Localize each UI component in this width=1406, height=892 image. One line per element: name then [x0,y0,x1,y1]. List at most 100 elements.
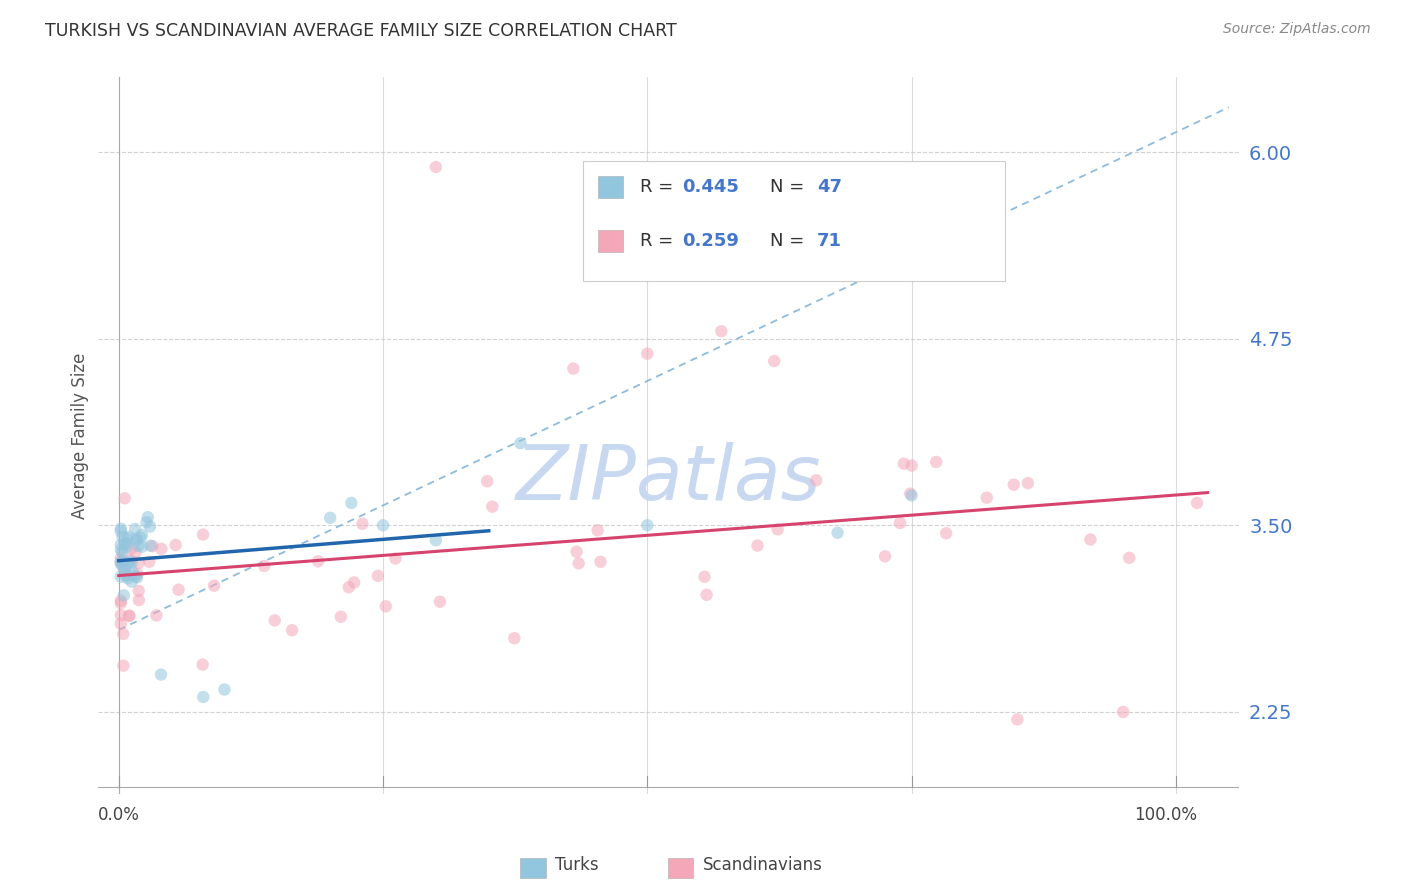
Scandinavians [167,582,190,597]
Scandinavians [118,608,141,623]
Scandinavians [110,551,132,566]
Scandinavians [384,551,406,566]
Scandinavians [568,557,591,571]
Turks [124,569,146,583]
Turks [127,539,149,553]
Scandinavians [1007,712,1029,726]
Y-axis label: Average Family Size: Average Family Size [72,352,89,519]
Turks [135,516,157,530]
Scandinavians [127,566,149,581]
Turks [139,519,162,533]
Scandinavians [352,516,374,531]
Turks [319,511,342,525]
Text: Turks: Turks [555,856,599,874]
Scandinavians [110,593,132,607]
Scandinavians [114,491,136,506]
Turks [125,532,148,546]
Turks [118,555,141,569]
Text: 0.445: 0.445 [682,178,738,196]
Scandinavians [263,613,285,627]
Scandinavians [696,588,718,602]
Scandinavians [118,608,141,623]
Turks [125,533,148,548]
Turks [900,488,922,502]
Turks [117,557,139,571]
Text: 100.0%: 100.0% [1135,806,1197,824]
Scandinavians [191,657,214,672]
Turks [636,518,658,533]
Turks [214,682,236,697]
Scandinavians [128,583,150,598]
Turks [110,555,132,569]
Turks [115,532,138,546]
Scandinavians [110,555,132,569]
Text: 0.259: 0.259 [682,232,738,250]
Scandinavians [898,486,921,500]
Turks [121,574,143,589]
Scandinavians [481,500,503,514]
Scandinavians [128,556,150,570]
Scandinavians [337,580,360,594]
Turks [121,565,143,579]
Turks [110,524,132,539]
Text: N =: N = [770,232,810,250]
Scandinavians [374,599,396,614]
Scandinavians [112,658,135,673]
Scandinavians [120,553,142,567]
Scandinavians [636,346,658,360]
Scandinavians [1112,705,1135,719]
Text: R =: R = [640,232,679,250]
Turks [425,533,447,548]
Turks [340,496,363,510]
Turks [111,530,134,544]
Scandinavians [889,516,911,530]
Turks [110,542,132,557]
Turks [117,571,139,585]
Text: 71: 71 [817,232,842,250]
Scandinavians [586,524,609,538]
Scandinavians [925,455,948,469]
Turks [115,569,138,583]
Text: Source: ZipAtlas.com: Source: ZipAtlas.com [1223,22,1371,37]
Scandinavians [138,555,160,569]
Scandinavians [900,458,922,473]
Scandinavians [1080,533,1102,547]
Turks [117,567,139,582]
Text: N =: N = [770,178,810,196]
Text: Scandinavians: Scandinavians [703,856,823,874]
Scandinavians [893,457,915,471]
Scandinavians [253,558,276,573]
Scandinavians [1185,496,1208,510]
Scandinavians [145,608,167,623]
Scandinavians [165,538,187,552]
Scandinavians [693,570,716,584]
Scandinavians [429,595,451,609]
Turks [111,545,134,559]
Scandinavians [565,544,588,558]
Text: 47: 47 [817,178,842,196]
Turks [111,558,134,573]
Turks [125,570,148,584]
Scandinavians [710,324,733,338]
Scandinavians [562,361,585,376]
Scandinavians [976,491,998,505]
Turks [114,563,136,577]
Scandinavians [766,522,789,536]
Scandinavians [1002,477,1025,491]
Scandinavians [110,596,132,610]
Turks [139,539,162,553]
Turks [150,667,173,681]
Turks [129,531,152,545]
Scandinavians [307,554,329,568]
Scandinavians [110,616,132,631]
Scandinavians [589,555,612,569]
Scandinavians [503,632,526,646]
Text: 0.0%: 0.0% [97,806,139,824]
Text: ZIPatlas: ZIPatlas [516,442,821,516]
Scandinavians [475,474,498,488]
Turks [124,522,146,536]
Text: R =: R = [640,178,679,196]
Turks [827,525,849,540]
Turks [115,536,138,550]
Turks [131,540,153,554]
